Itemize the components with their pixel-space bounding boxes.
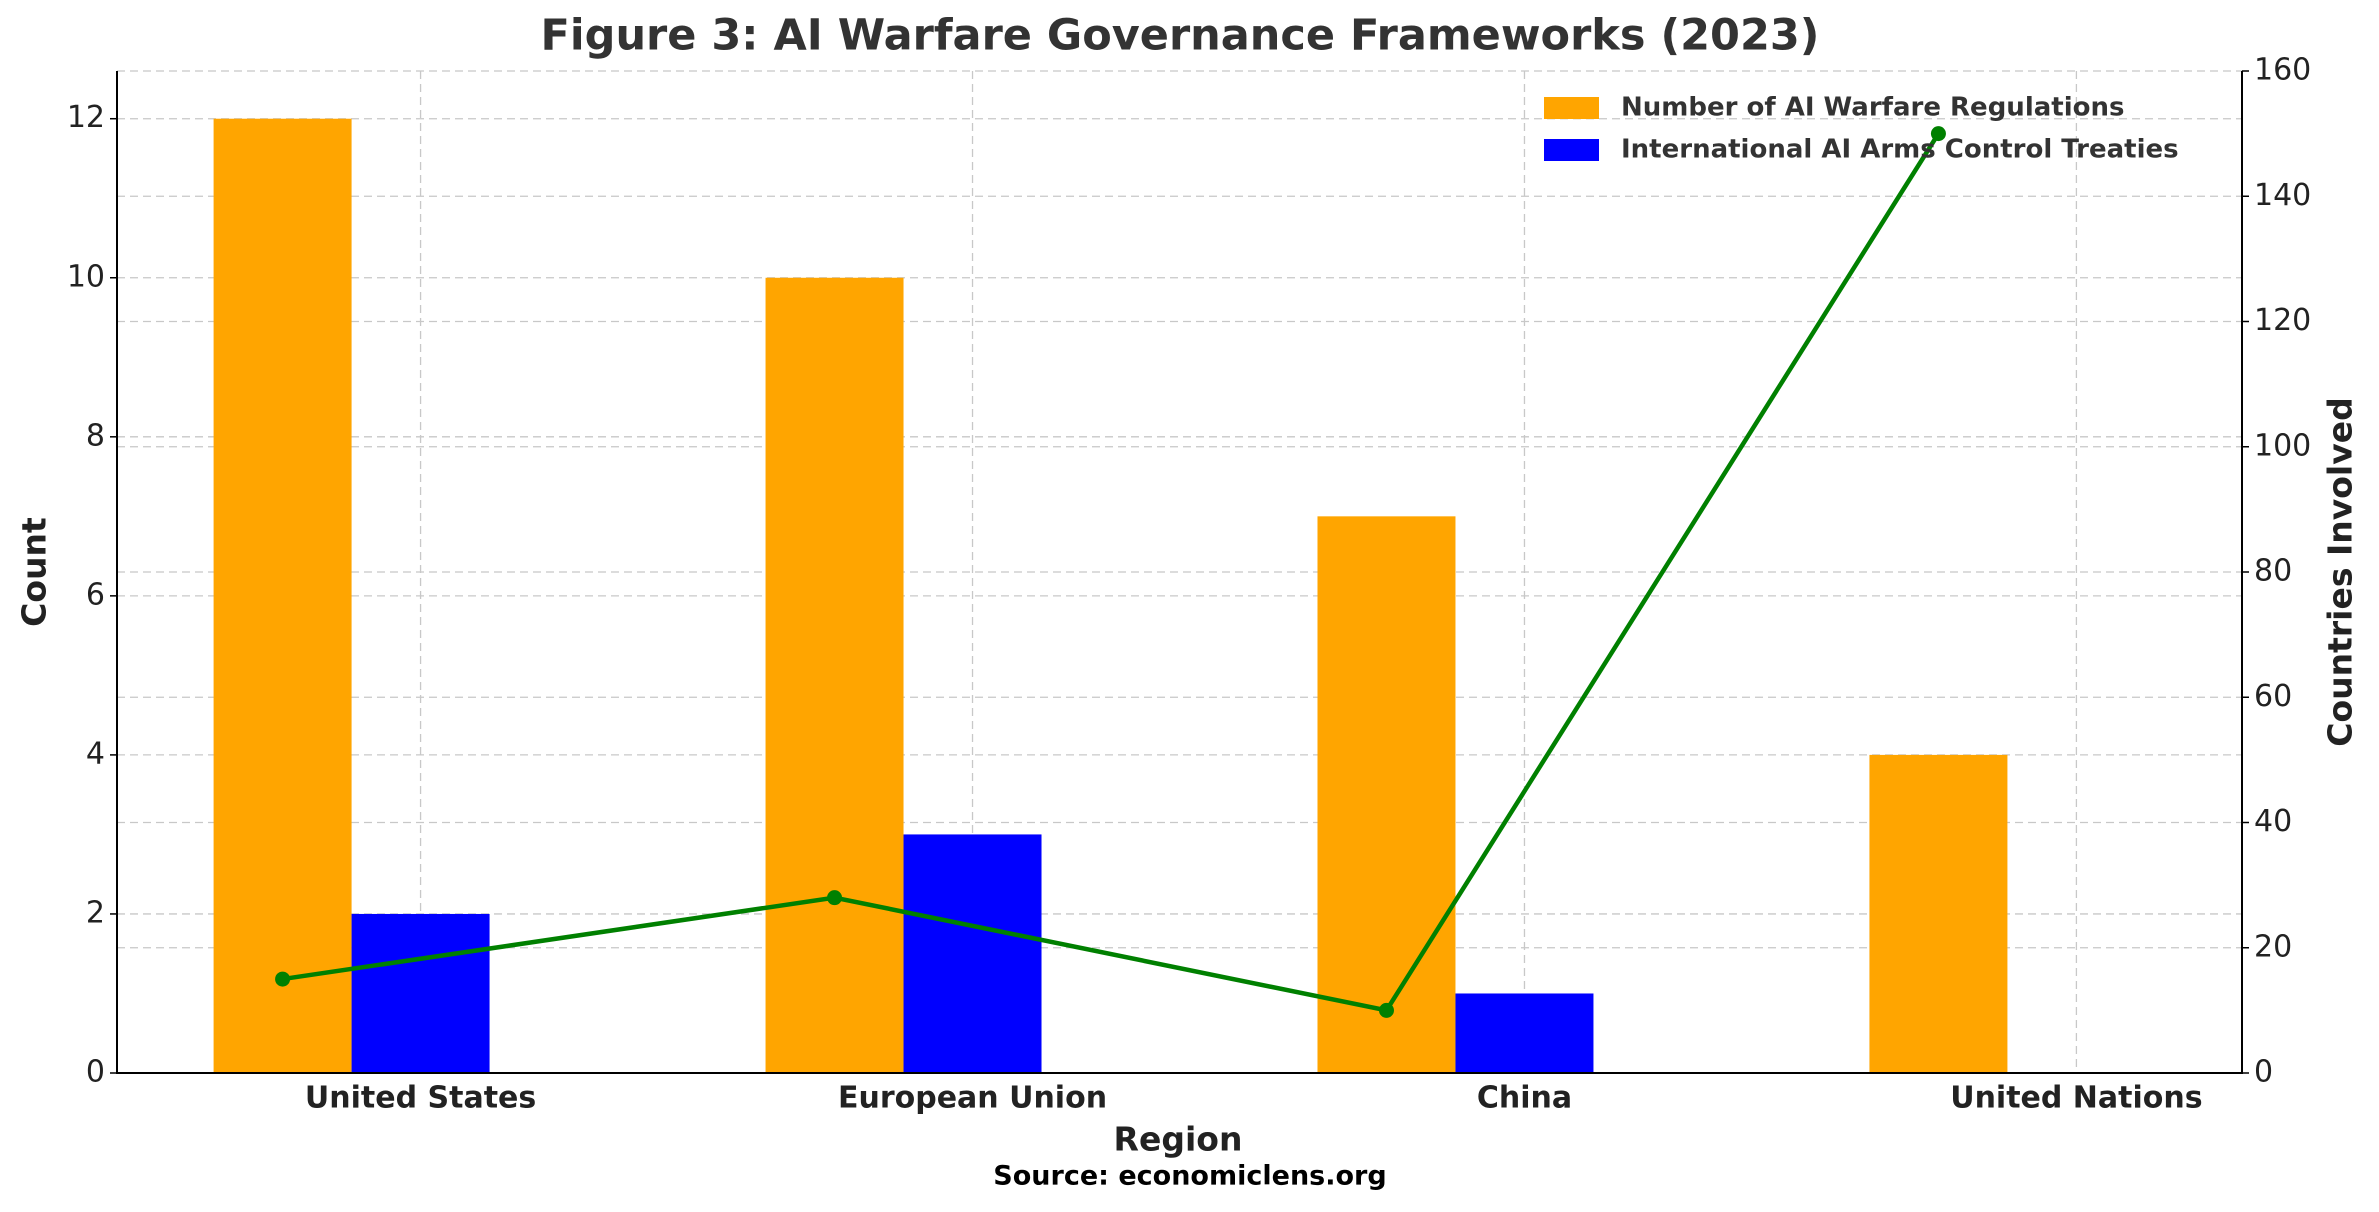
y2-axis-label: Countries Involved [2321, 397, 2360, 747]
y2-tick-label: 140 [2254, 178, 2311, 213]
point [1930, 126, 1946, 142]
axes-frame [116, 71, 2243, 1074]
y2-tick-label: 0 [2254, 1055, 2273, 1090]
point [1378, 1002, 1394, 1018]
y-axis-label: Count [15, 517, 54, 627]
legend-swatch [1544, 139, 1599, 161]
y2-tick-label: 60 [2254, 679, 2292, 714]
point [275, 971, 291, 987]
legend-label: Number of AI Warfare Regulations [1621, 93, 2124, 123]
y2-tick-label: 20 [2254, 929, 2292, 964]
line [282, 132, 1941, 1013]
y-tick-label: 6 [86, 577, 105, 612]
y-tick-label: 8 [86, 418, 105, 453]
x-axis-label: Region [1114, 1120, 1243, 1159]
x-tick-label: United Nations [1950, 1081, 2202, 1116]
y2-tick-label: 160 [2254, 53, 2311, 88]
x-tick-label: China [1477, 1081, 1572, 1116]
x-tick-label: United States [305, 1081, 536, 1116]
point [827, 890, 843, 906]
y2-tick-label: 120 [2254, 303, 2311, 338]
bar [213, 118, 352, 1073]
bar [903, 834, 1042, 1073]
bar [765, 277, 904, 1073]
legend-swatch [1544, 97, 1599, 119]
y2-tick-label: 40 [2254, 804, 2292, 839]
y2-tick-label: 100 [2254, 428, 2311, 463]
chart-title: Figure 3: AI Warfare Governance Framewor… [541, 11, 1820, 61]
y-tick-label: 0 [86, 1055, 105, 1090]
source: Source: economiclens.org [993, 1161, 1386, 1192]
y-tick-label: 4 [86, 736, 105, 771]
y-tick-label: 10 [67, 259, 105, 294]
y2-tick-label: 80 [2254, 554, 2292, 589]
legend-label: International AI Arms Control Treaties [1621, 135, 2179, 165]
bar [351, 913, 490, 1073]
bar [1455, 993, 1594, 1073]
bar [1869, 754, 2008, 1073]
y-tick-label: 12 [67, 100, 105, 135]
y-tick-label: 2 [86, 895, 105, 930]
bar [1317, 516, 1456, 1073]
x-tick-label: European Union [838, 1081, 1107, 1116]
